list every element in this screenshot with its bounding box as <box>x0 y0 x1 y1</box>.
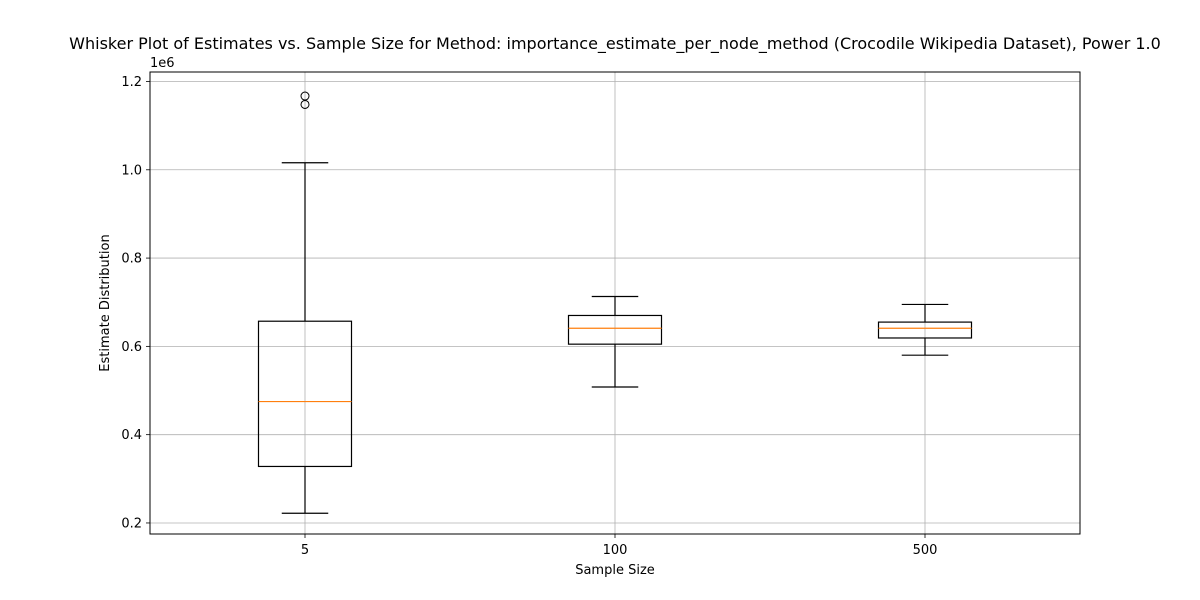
x-tick-label: 500 <box>913 543 938 558</box>
y-axis-offset-label: 1e6 <box>150 56 175 71</box>
y-axis-label: Estimate Distribution <box>98 234 113 371</box>
iqr-box <box>257 320 353 468</box>
x-axis-label: Sample Size <box>575 563 655 578</box>
outlier-point <box>300 91 310 101</box>
iqr-box <box>877 321 973 339</box>
axis-ticks: 0.2 0.4 0.6 0.8 1.0 1.2 5 100 500 <box>121 75 937 558</box>
y-tick-label: 0.2 <box>121 516 142 531</box>
iqr-box <box>567 314 663 345</box>
y-tick-label: 0.8 <box>121 252 142 267</box>
chart-title: Whisker Plot of Estimates vs. Sample Siz… <box>69 34 1161 54</box>
y-tick-label: 0.4 <box>121 428 142 443</box>
box-500 <box>877 303 973 356</box>
x-tick-label: 5 <box>301 543 309 558</box>
y-tick-label: 1.0 <box>121 163 142 178</box>
y-tick-label: 1.2 <box>121 75 142 90</box>
box-plot-series <box>257 91 973 514</box>
box-5 <box>257 91 353 514</box>
box-100 <box>567 295 663 388</box>
x-tick-label: 100 <box>603 543 628 558</box>
y-tick-label: 0.6 <box>121 340 142 355</box>
